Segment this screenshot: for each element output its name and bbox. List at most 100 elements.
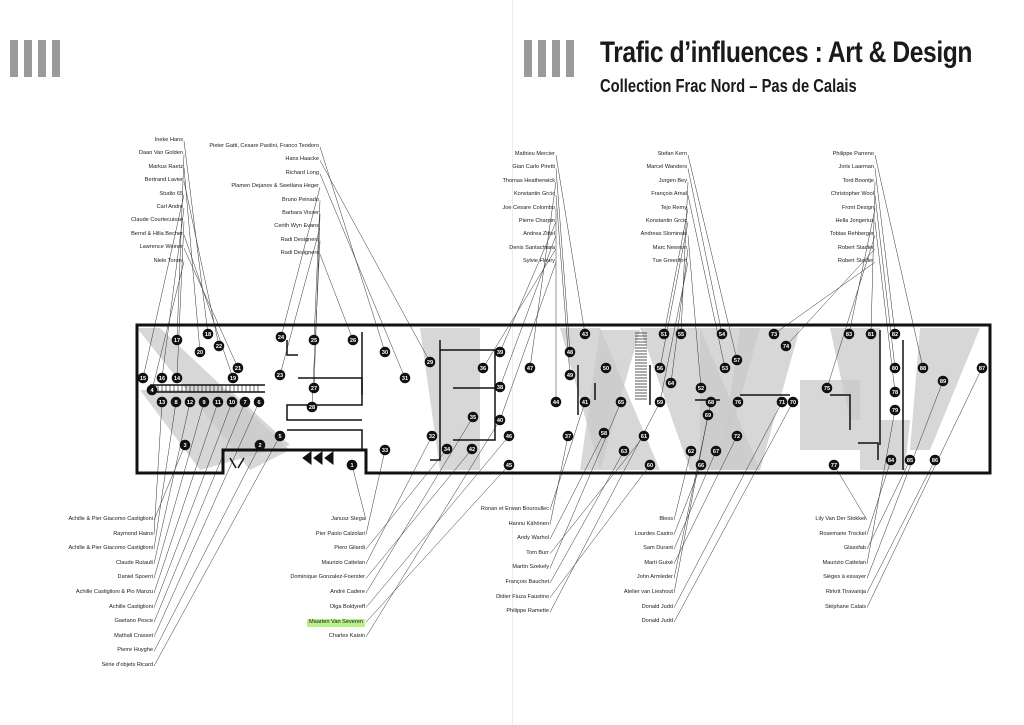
room-number: 24	[278, 335, 285, 341]
artist-label: Donald Judd	[641, 603, 673, 610]
room-marker-38: 38	[494, 381, 506, 393]
room-number: 62	[688, 449, 694, 455]
artist-label: Thomas Heatherwick	[502, 177, 555, 184]
room-number: 5	[278, 434, 281, 440]
room-number: 28	[309, 405, 315, 411]
artist-label: Pieter Gatti, Cesare Paolini, Franco Teo…	[209, 143, 319, 149]
room-marker-dot	[170, 396, 182, 408]
room-number: 69	[705, 413, 711, 419]
artist-label: Daniel Spoerri	[117, 574, 153, 581]
room-marker-12: 12	[184, 396, 196, 408]
leader-line	[142, 194, 185, 379]
room-marker-76: 76	[732, 396, 744, 408]
leader-line	[874, 168, 896, 335]
leader-line	[874, 195, 896, 369]
artist-label: Jurgen Bey	[658, 177, 687, 184]
artist-label: Maurizio Cattelan	[321, 559, 365, 566]
room-marker-11: 11	[212, 396, 224, 408]
room-marker-3: 3	[179, 439, 191, 451]
room-marker-26: 26	[347, 334, 359, 346]
artist-label: Niele Toroni	[153, 257, 183, 264]
artist-label: Tue Greenfort	[652, 258, 687, 265]
room-marker-dot	[494, 414, 506, 426]
room-marker-dot	[638, 430, 650, 442]
leader-line	[549, 401, 586, 511]
room-number: 18	[205, 332, 211, 338]
room-marker-dot	[426, 430, 438, 442]
artist-label: François Bauchet	[505, 579, 549, 585]
artist-label: Konstantin Grcic	[645, 218, 687, 224]
room-marker-dot	[232, 362, 244, 374]
leader-line	[673, 450, 692, 521]
room-number: 51	[661, 332, 667, 338]
room-marker-dot	[976, 362, 988, 374]
room-marker-dot	[156, 396, 168, 408]
room-marker-dot	[780, 340, 792, 352]
room-number: 66	[698, 463, 704, 469]
leader-line	[866, 459, 911, 550]
room-marker-8: 8	[170, 396, 182, 408]
room-number: 78	[892, 390, 898, 396]
inner-wall-7	[440, 349, 496, 441]
room-marker-dot	[441, 443, 453, 455]
room-number: 23	[277, 373, 283, 379]
room-number: 89	[940, 379, 946, 385]
leader-line	[866, 380, 944, 579]
room-marker-24: 24	[275, 331, 287, 343]
room-marker-7: 7	[239, 396, 251, 408]
artist-label: Andreas Slominski	[640, 231, 687, 238]
room-marker-dot	[768, 328, 780, 340]
artist-label: Bernd & Hilla Becher	[131, 230, 183, 237]
room-marker-58: 58	[598, 427, 610, 439]
inner-wall-6	[430, 340, 441, 461]
artist-label: Didier Fiuza Faustino	[496, 593, 549, 600]
artist-label: Daan Van Golden	[138, 150, 183, 157]
artist-label: Lourdes Castro	[634, 530, 673, 537]
room-number: 8	[174, 400, 177, 406]
artist-label: Hannu Kähönen	[508, 520, 549, 527]
leader-line	[183, 248, 239, 369]
leader-line	[529, 181, 557, 369]
leader-line	[365, 435, 510, 608]
artist-label: Martin Szekely	[512, 564, 549, 571]
room-marker-68: 68	[705, 396, 717, 408]
room-marker-31: 31	[399, 372, 411, 384]
room-marker-52: 52	[695, 382, 707, 394]
room-marker-67: 67	[710, 445, 722, 457]
room-marker-28: 28	[306, 401, 318, 413]
artist-label: Raymond Hains	[113, 530, 153, 537]
room-marker-dot	[503, 430, 515, 442]
artist-label: Robert Stadler	[837, 258, 874, 265]
leader-line	[680, 181, 689, 335]
room-number: 77	[831, 463, 837, 469]
room-marker-69: 69	[702, 409, 714, 421]
room-marker-73: 73	[768, 328, 780, 340]
room-number: 55	[678, 332, 684, 338]
room-marker-dot	[600, 362, 612, 374]
artist-label: Stéphane Calais	[824, 603, 866, 610]
room-marker-10: 10	[226, 396, 238, 408]
artist-label: Dominique Gonzalez-Foerster	[290, 574, 365, 581]
zone-10	[830, 328, 880, 420]
leader-line	[673, 401, 794, 623]
room-marker-14: 14	[171, 372, 183, 384]
leader-line	[499, 221, 557, 353]
room-number: 6	[257, 400, 260, 406]
room-number: 39	[497, 350, 503, 356]
plan-walls	[135, 323, 992, 475]
leader-line	[153, 401, 163, 535]
leader-line	[153, 401, 177, 550]
room-marker-dot	[213, 340, 225, 352]
zone-12	[860, 420, 910, 470]
leader-line	[153, 401, 233, 608]
artist-label: Sam Durant	[643, 545, 673, 552]
page-title: Trafic d’influences : Art & Design	[600, 36, 972, 69]
room-number: 56	[657, 366, 663, 372]
room-marker-dot	[399, 372, 411, 384]
room-marker-dot	[579, 396, 591, 408]
artist-label: Achille Castiglioni & Pio Manzu	[75, 589, 153, 595]
room-marker-21: 21	[232, 362, 244, 374]
room-marker-dot	[424, 356, 436, 368]
room-number: 85	[907, 458, 913, 464]
room-marker-72: 72	[731, 430, 743, 442]
